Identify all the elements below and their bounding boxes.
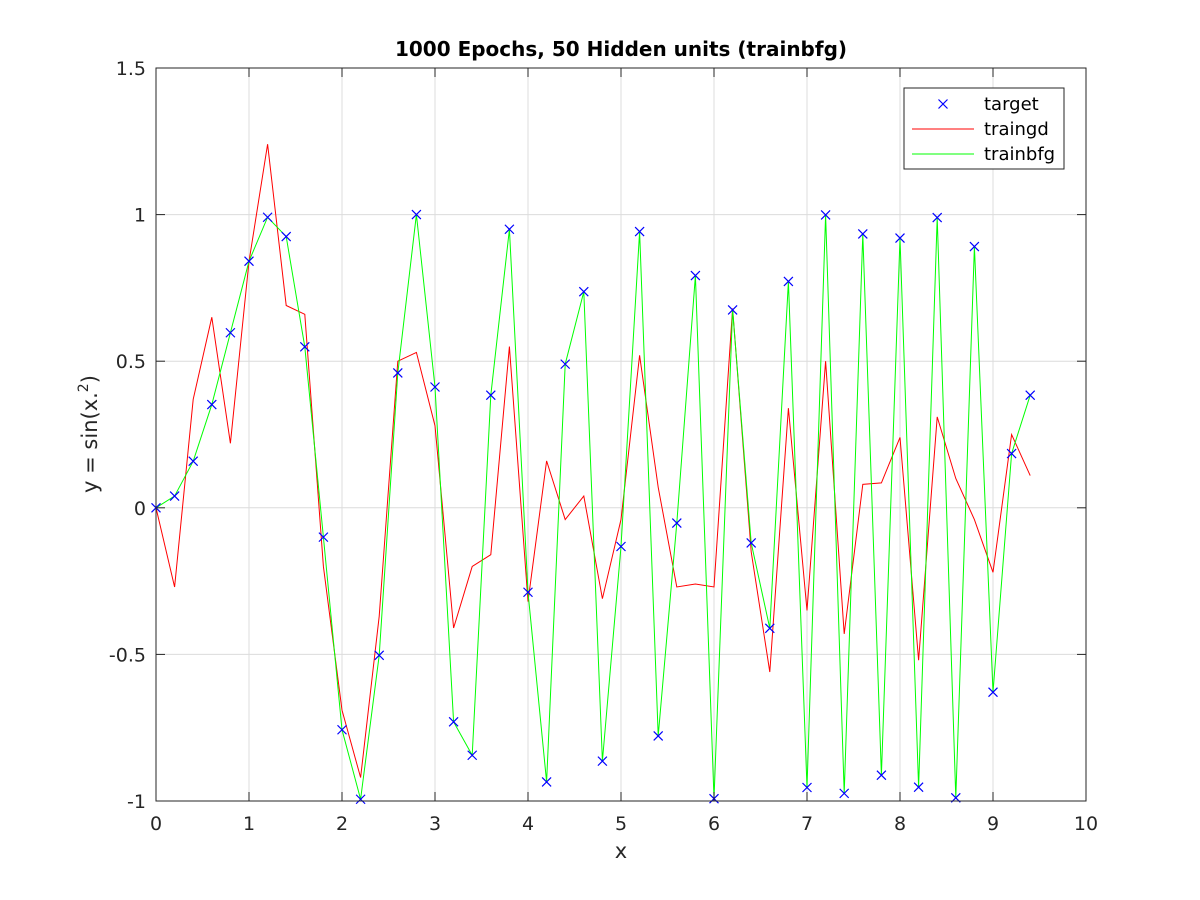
data-point-target: [727, 304, 738, 315]
data-point-target: [1006, 448, 1017, 459]
x-tick-label: 0: [150, 813, 162, 835]
data-point-target: [969, 241, 980, 252]
y-tick-label: 0.5: [116, 351, 146, 373]
x-tick-label: 3: [429, 813, 441, 835]
data-point-target: [820, 209, 831, 220]
legend-items: target traingd trainbfg: [912, 94, 1055, 165]
data-point-target: [988, 687, 998, 698]
data-point-target: [783, 276, 794, 287]
legend-label-target: target: [984, 94, 1039, 115]
x-tick-label: 2: [336, 813, 348, 835]
y-tick-label: 0: [134, 498, 146, 520]
data-point-target: [578, 286, 589, 297]
series-layer: [151, 144, 1036, 805]
data-point-target: [597, 756, 608, 767]
data-point-target: [932, 212, 943, 223]
data-point-target: [764, 623, 775, 634]
data-point-target: [541, 777, 552, 787]
legend: target traingd trainbfg: [903, 87, 1065, 170]
data-point-target: [337, 724, 347, 735]
data-point-target: [169, 491, 180, 501]
series-markers-target: [151, 209, 1036, 805]
x-tick-label: 8: [894, 813, 906, 835]
data-point-target: [839, 788, 850, 799]
data-point-target: [299, 341, 310, 352]
data-point-target: [392, 368, 403, 378]
data-point-target: [448, 716, 459, 727]
data-point-target: [913, 782, 924, 793]
data-point-target: [244, 256, 254, 267]
data-point-target: [876, 770, 887, 781]
data-point-target: [355, 794, 366, 805]
data-point-target: [671, 518, 682, 528]
data-point-target: [262, 212, 273, 223]
data-point-target: [895, 233, 905, 243]
ticks: 0 1 2 3 4 5 6 7 8 9 10 -1 -0.5 0 0.5 1 1.5: [109, 58, 1098, 835]
data-point-target: [467, 750, 478, 761]
data-point-target: [281, 231, 292, 242]
data-point-target: [485, 390, 496, 401]
y-axis-label: y = sin(x.2): [76, 375, 102, 493]
x-axis-label: x: [615, 839, 627, 863]
x-tick-label: 7: [801, 813, 813, 835]
data-point-target: [430, 382, 440, 392]
legend-label-traingd: traingd: [984, 119, 1049, 140]
x-tick-label: 5: [615, 813, 627, 835]
y-tick-label: -0.5: [109, 644, 146, 666]
data-point-target: [634, 226, 645, 237]
y-axis-label-close: ): [78, 375, 102, 383]
data-point-target: [746, 538, 757, 548]
y-axis-label-main: y = sin(x.: [78, 392, 102, 493]
data-point-target: [560, 359, 571, 370]
x-tick-label: 10: [1074, 813, 1098, 835]
data-point-target: [374, 650, 385, 661]
data-point-target: [690, 270, 701, 281]
data-point-target: [504, 224, 515, 235]
legend-label-trainbfg: trainbfg: [984, 144, 1055, 165]
x-tick-label: 1: [243, 813, 255, 835]
data-point-target: [411, 209, 422, 220]
data-point-target: [1025, 390, 1036, 401]
y-tick-label: 1.5: [116, 58, 146, 80]
data-point-target: [225, 327, 236, 338]
data-point-target: [188, 456, 199, 467]
y-tick-label: -1: [127, 791, 146, 813]
data-point-target: [653, 730, 664, 741]
y-tick-label: 1: [134, 205, 146, 227]
chart-title: 1000 Epochs, 50 Hidden units (trainbfg): [395, 37, 847, 61]
y-axis-label-superscript: 2: [76, 383, 92, 392]
data-point-target: [616, 541, 626, 552]
x-tick-label: 4: [522, 813, 534, 835]
legend-swatch-target: [938, 99, 948, 109]
data-point-target: [318, 532, 329, 543]
series-line-traingd: [155, 144, 1031, 778]
data-point-target: [206, 399, 217, 410]
series-line-trainbfg: [155, 214, 1031, 800]
data-point-target: [523, 587, 533, 598]
x-tick-label: 6: [708, 813, 720, 835]
data-point-target: [802, 782, 812, 793]
data-point-target: [857, 229, 868, 239]
x-tick-label: 9: [987, 813, 999, 835]
